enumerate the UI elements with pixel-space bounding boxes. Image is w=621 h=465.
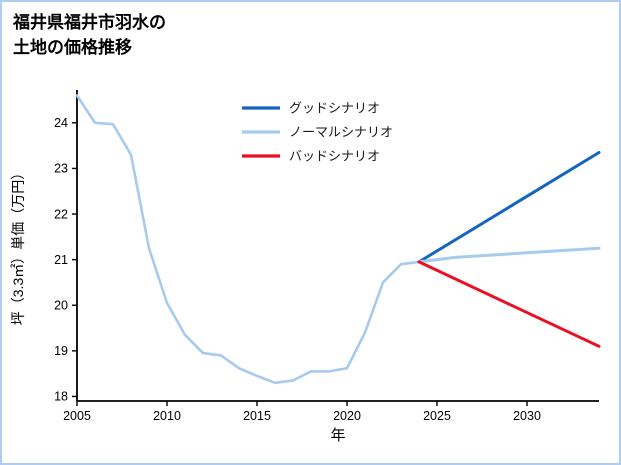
chart-title: 福井県福井市羽水の 土地の価格推移 <box>13 11 166 60</box>
legend-label-normal: ノーマルシナリオ <box>289 125 393 140</box>
series-line-normal <box>417 246 601 264</box>
x-tick-label: 2020 <box>333 409 361 423</box>
x-tick-label: 2025 <box>423 409 451 423</box>
y-axis-label: 坪（3.3㎡）単価（万円） <box>10 166 26 325</box>
y-tick-label: 18 <box>54 390 68 404</box>
series-line-bad <box>417 260 601 348</box>
x-tick-label: 2030 <box>513 409 541 423</box>
y-tick-label: 21 <box>54 253 68 267</box>
x-axis-label: 年 <box>330 427 345 444</box>
y-tick-label: 23 <box>54 162 68 176</box>
chart-title-line1: 福井県福井市羽水の <box>13 13 166 32</box>
series-line-history <box>75 94 421 385</box>
y-tick-label: 24 <box>54 116 68 130</box>
y-tick-label: 19 <box>54 344 68 358</box>
legend-label-good: グッドシナリオ <box>289 101 380 116</box>
series-line-good <box>417 151 601 264</box>
y-tick-label: 20 <box>54 299 68 313</box>
legend-label-bad: バッドシナリオ <box>289 149 380 164</box>
y-tick-label: 22 <box>54 207 68 221</box>
x-tick-label: 2015 <box>243 409 271 423</box>
x-tick-label: 2005 <box>63 409 91 423</box>
x-tick-label: 2010 <box>153 409 181 423</box>
chart-title-line2: 土地の価格推移 <box>13 37 132 57</box>
